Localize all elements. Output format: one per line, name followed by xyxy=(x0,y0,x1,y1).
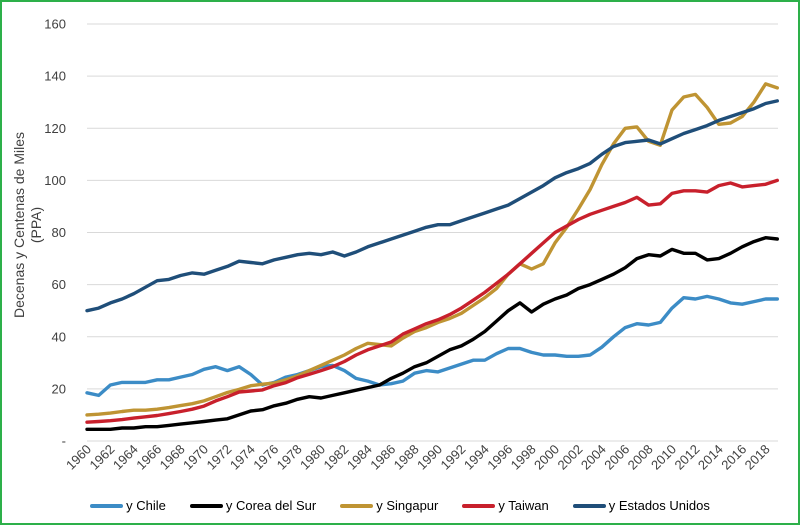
x-tick-label: 1976 xyxy=(250,442,281,473)
x-tick-label: 2014 xyxy=(695,442,726,473)
y-tick-label: 40 xyxy=(52,329,66,344)
x-tick-label: 2010 xyxy=(648,442,679,473)
series-line-y-singapur xyxy=(85,82,779,417)
legend-label: y Estados Unidos xyxy=(608,498,710,513)
legend-item-y-chile: y Chile xyxy=(90,498,166,513)
y-tick-label: 60 xyxy=(52,277,66,292)
x-tick-label: 2012 xyxy=(671,442,702,473)
x-tick-label: 1988 xyxy=(391,442,422,473)
x-tick-label: 1984 xyxy=(344,442,375,473)
y-tick-label: 140 xyxy=(44,69,66,84)
legend-item-y-corea-del-sur: y Corea del Sur xyxy=(189,498,317,513)
x-tick-label: 1998 xyxy=(508,442,539,473)
legend-swatch xyxy=(572,503,606,508)
series-line-y-taiwan xyxy=(85,178,779,424)
x-tick-label: 2008 xyxy=(625,442,656,473)
legend-item-y-singapur: y Singapur xyxy=(340,498,438,513)
x-tick-label: 1960 xyxy=(63,442,94,473)
x-tick-label: 2016 xyxy=(718,442,749,473)
x-tick-label: 1996 xyxy=(484,442,515,473)
x-tick-label: 1994 xyxy=(461,442,492,473)
legend-label: y Singapur xyxy=(376,498,439,513)
series-line-y-chile xyxy=(85,294,779,398)
legend-label: y Chile xyxy=(126,498,166,513)
x-tick-label: 1968 xyxy=(157,442,188,473)
x-tick-label: 2000 xyxy=(531,442,562,473)
x-tick-label: 1990 xyxy=(414,442,445,473)
x-tick-label: 1992 xyxy=(437,442,468,473)
x-tick-label: 2004 xyxy=(578,442,609,473)
y-tick-label: 160 xyxy=(44,17,66,32)
legend-swatch xyxy=(340,503,374,508)
legend-item-y-estados-unidos: y Estados Unidos xyxy=(572,498,710,513)
legend-label: y Taiwan xyxy=(498,498,549,513)
x-tick-label: 2006 xyxy=(601,442,632,473)
legend-swatch xyxy=(189,503,223,508)
series-line-y-estados-unidos xyxy=(85,99,779,313)
y-tick-label: 100 xyxy=(44,173,66,188)
x-tick-label: 1978 xyxy=(274,442,305,473)
legend-swatch xyxy=(462,503,496,508)
y-tick-label: 20 xyxy=(52,381,66,396)
x-tick-label: 1982 xyxy=(320,442,351,473)
series-line-y-corea-del-sur xyxy=(85,235,779,431)
x-tick-label: 1986 xyxy=(367,442,398,473)
x-tick-label: 1970 xyxy=(180,442,211,473)
x-tick-label: 1972 xyxy=(203,442,234,473)
x-tick-label: 1964 xyxy=(110,442,141,473)
x-tick-label: 1962 xyxy=(86,442,117,473)
legend-item-y-taiwan: y Taiwan xyxy=(462,498,549,513)
y-tick-label: 120 xyxy=(44,121,66,136)
legend-swatch xyxy=(90,503,124,508)
x-tick-label: 2018 xyxy=(742,442,773,473)
y-tick-label: 80 xyxy=(52,225,66,240)
legend-label: y Corea del Sur xyxy=(225,498,317,513)
x-tick-label: 2002 xyxy=(554,442,585,473)
x-tick-label: 1980 xyxy=(297,442,328,473)
x-tick-label: 1974 xyxy=(227,442,258,473)
x-tick-label: 1966 xyxy=(133,442,164,473)
legend: y Chile y Corea del Sur y Singapur y Taiwan… xyxy=(2,498,798,513)
y-tick-label: - xyxy=(62,434,66,449)
